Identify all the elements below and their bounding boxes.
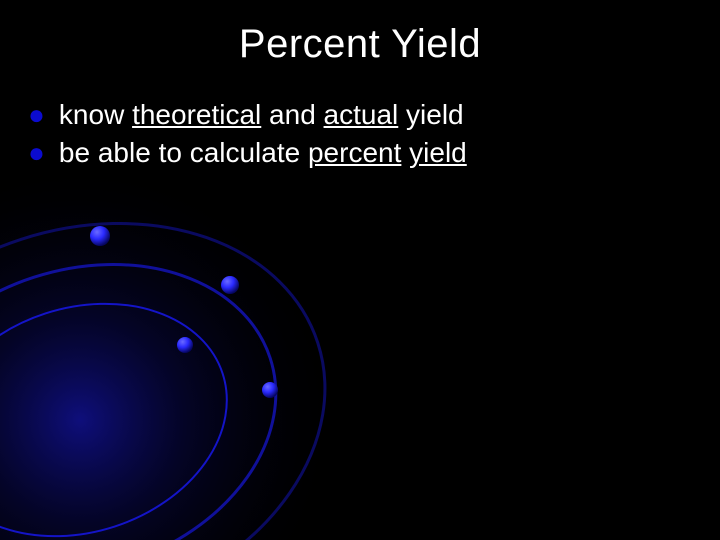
list-item: ● know theoretical and actual yield xyxy=(28,97,720,133)
text-fragment: yield xyxy=(398,99,463,130)
slide: Percent Yield ● know theoretical and act… xyxy=(0,0,720,540)
bullet-text: know theoretical and actual yield xyxy=(59,97,464,133)
text-fragment: and xyxy=(261,99,323,130)
list-item: ● be able to calculate percent yield xyxy=(28,135,720,171)
page-title: Percent Yield xyxy=(0,0,720,67)
bullet-icon: ● xyxy=(28,135,45,171)
bullet-text: be able to calculate percent yield xyxy=(59,135,467,171)
underlined-term: theoretical xyxy=(132,99,261,130)
underlined-term: percent xyxy=(308,137,401,168)
orbit-decoration-icon xyxy=(0,140,360,540)
text-fragment: be able to calculate xyxy=(59,137,308,168)
underlined-term: yield xyxy=(409,137,467,168)
text-fragment xyxy=(401,137,409,168)
content-area: ● know theoretical and actual yield ● be… xyxy=(0,67,720,171)
text-fragment: know xyxy=(59,99,132,130)
underlined-term: actual xyxy=(324,99,399,130)
bullet-icon: ● xyxy=(28,97,45,133)
